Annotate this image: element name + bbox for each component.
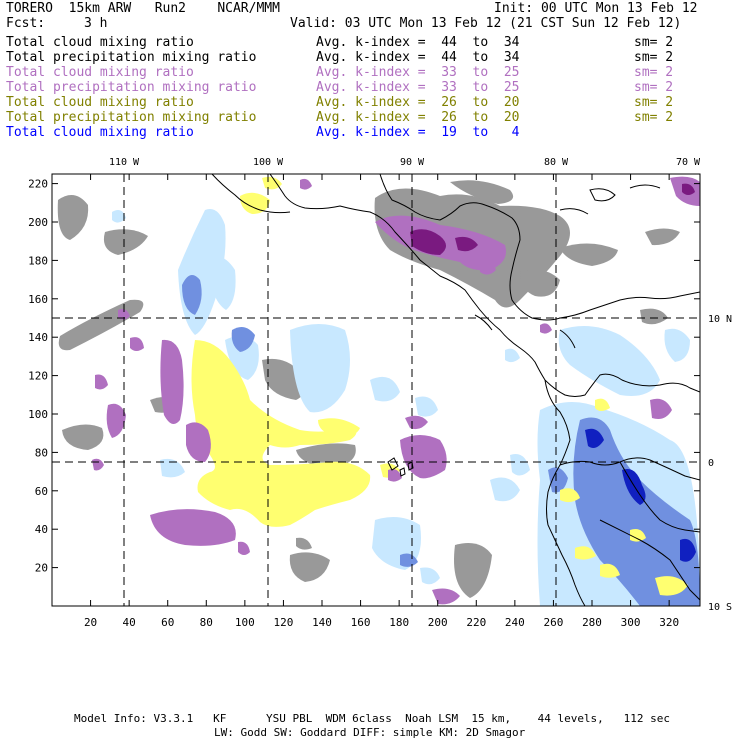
grid-lines (52, 174, 700, 606)
longitude-label: 80 W (544, 157, 569, 168)
coastlines (211, 174, 700, 606)
latitude-labels: 10 N 0 10 S (708, 314, 732, 613)
plot-frame (51, 173, 701, 607)
legend-sm: sm= 2 (634, 35, 674, 50)
legend-sm: sm= 2 (634, 80, 674, 95)
longitude-label: 70 W (676, 157, 701, 168)
legend-field: Total cloud mixing ratio (6, 65, 194, 80)
dark-violet-cloud-regions (410, 183, 695, 255)
x-tick-label: 300 (621, 616, 641, 629)
legend-field: Total cloud mixing ratio (6, 35, 194, 50)
yellow-precipitation-regions (191, 176, 688, 596)
legend-index: Avg. k-index = 26 to 20 (316, 95, 520, 110)
x-tick-label: 280 (582, 616, 602, 629)
y-tick-label: 80 (35, 446, 48, 459)
x-tick-label: 100 (235, 616, 255, 629)
x-tick-label: 220 (466, 616, 486, 629)
y-tick-label: 60 (35, 485, 48, 498)
y-axis-ticks: 220 200 180 160 140 120 100 80 60 40 20 (28, 178, 700, 575)
x-tick-label: 20 (84, 616, 97, 629)
latitude-label: 0 (708, 458, 714, 469)
legend-sm: sm= 2 (634, 110, 674, 125)
latitude-label: 10 S (708, 602, 732, 613)
legend-index: Avg. k-index = 19 to 4 (316, 125, 520, 140)
y-tick-label: 220 (28, 178, 48, 191)
x-tick-label: 140 (312, 616, 332, 629)
x-tick-label: 240 (505, 616, 525, 629)
x-tick-label: 160 (351, 616, 371, 629)
legend-index: Avg. k-index = 33 to 25 (316, 65, 520, 80)
legend-field: Total precipitation mixing ratio (6, 110, 257, 125)
x-tick-label: 60 (161, 616, 174, 629)
forecast-value: 3 h (84, 16, 108, 31)
y-tick-label: 100 (28, 408, 48, 421)
footer-physics-info: LW: Godd SW: Goddard DIFF: simple KM: 2D… (214, 726, 526, 739)
init-time: Init: 00 UTC Mon 13 Feb 12 (494, 1, 698, 16)
longitude-labels: 110 W 100 W 90 W 80 W 70 W (109, 157, 701, 168)
longitude-label: 100 W (253, 157, 284, 168)
title-left: TORERO 15km ARW Run2 NCAR/MMM (6, 1, 280, 16)
legend-sm: sm= 2 (634, 95, 674, 110)
legend-field: Total precipitation mixing ratio (6, 50, 257, 65)
x-tick-label: 320 (659, 616, 679, 629)
x-tick-label: 120 (273, 616, 293, 629)
legend-index: Avg. k-index = 44 to 34 (316, 35, 520, 50)
y-tick-label: 40 (35, 523, 48, 536)
x-tick-label: 260 (543, 616, 563, 629)
longitude-label: 110 W (109, 157, 140, 168)
valid-time: Valid: 03 UTC Mon 13 Feb 12 (21 CST Sun … (290, 16, 682, 31)
y-tick-label: 120 (28, 370, 48, 383)
legend-index: Avg. k-index = 33 to 25 (316, 80, 520, 95)
legend-field: Total precipitation mixing ratio (6, 80, 257, 95)
y-tick-label: 160 (28, 293, 48, 306)
y-tick-label: 140 (28, 331, 48, 344)
dark-blue-cloud-regions (236, 428, 696, 562)
x-tick-label: 180 (389, 616, 409, 629)
x-tick-label: 80 (200, 616, 213, 629)
y-tick-label: 20 (35, 562, 48, 575)
footer-model-info: Model Info: V3.3.1 KF YSU PBL WDM 6class… (74, 712, 671, 725)
x-tick-label: 40 (123, 616, 136, 629)
y-tick-label: 180 (28, 254, 48, 267)
legend-field: Total cloud mixing ratio (6, 125, 194, 140)
legend-field: Total cloud mixing ratio (6, 95, 194, 110)
forecast-label: Fcst: (6, 16, 46, 31)
longitude-label: 90 W (400, 157, 425, 168)
x-axis-ticks: 20 40 60 80 100 120 140 160 180 200 220 240 260 280 30… (84, 174, 679, 629)
legend-sm: sm= 2 (634, 65, 674, 80)
legend-index: Avg. k-index = 26 to 20 (316, 110, 520, 125)
y-tick-label: 200 (28, 216, 48, 229)
legend-index: Avg. k-index = 44 to 34 (316, 50, 520, 65)
latitude-label: 10 N (708, 314, 732, 325)
x-tick-label: 200 (428, 616, 448, 629)
legend-sm: sm= 2 (634, 50, 674, 65)
